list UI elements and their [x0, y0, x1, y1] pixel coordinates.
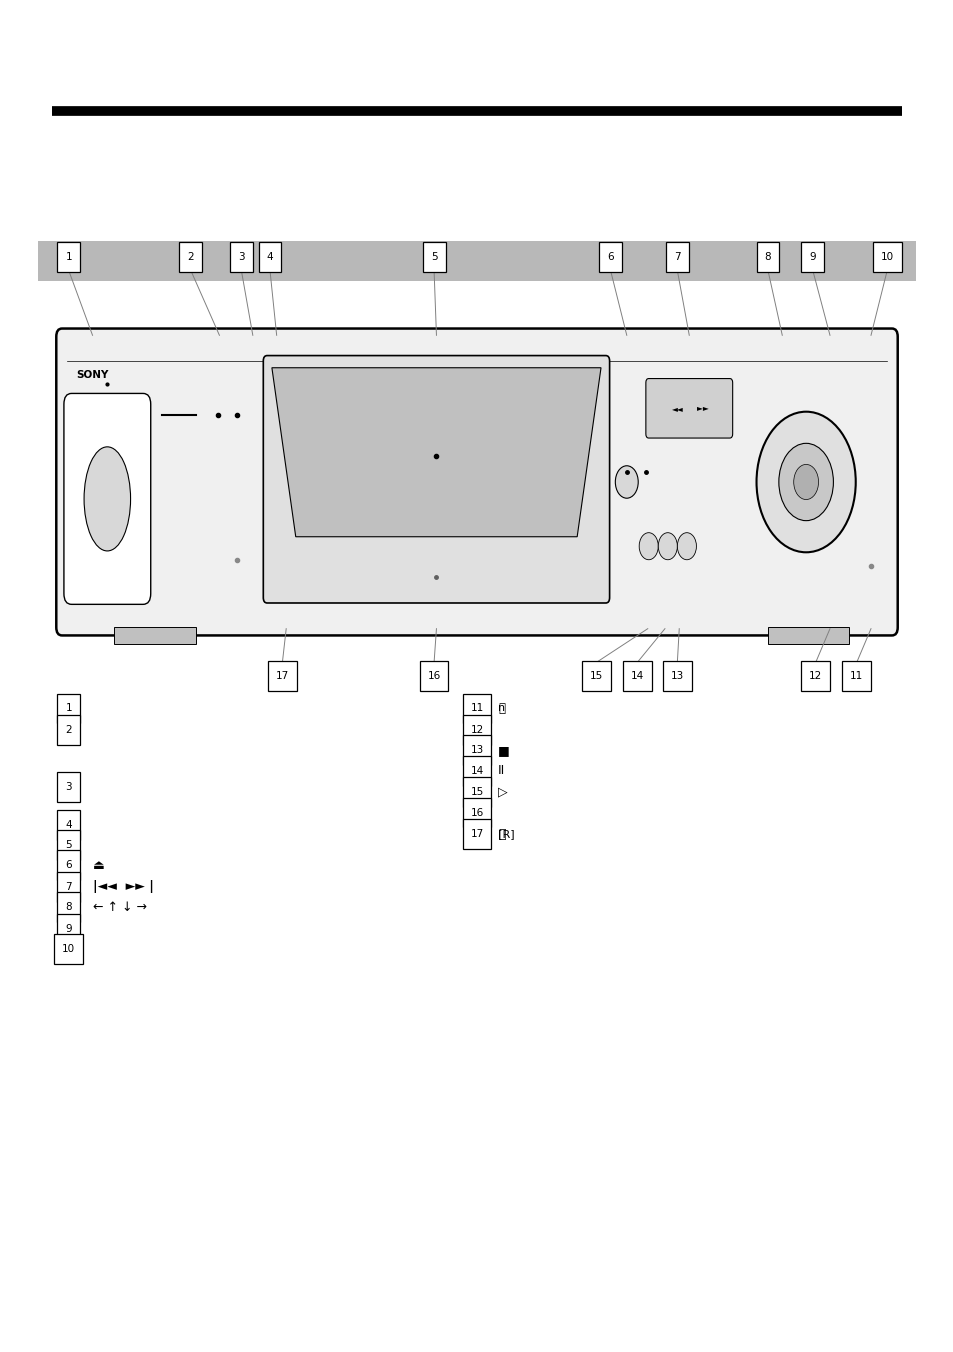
Circle shape	[658, 533, 677, 560]
Text: 12: 12	[470, 725, 483, 735]
Text: 8: 8	[764, 251, 770, 262]
FancyBboxPatch shape	[57, 772, 80, 802]
Text: 9: 9	[809, 251, 815, 262]
Bar	[114, 627, 195, 644]
FancyBboxPatch shape	[57, 694, 80, 723]
FancyBboxPatch shape	[54, 934, 83, 964]
FancyBboxPatch shape	[179, 242, 202, 272]
Text: 3: 3	[66, 781, 71, 792]
Text: II: II	[497, 764, 505, 777]
FancyBboxPatch shape	[419, 661, 448, 691]
Text: 17: 17	[470, 829, 483, 840]
Text: 1: 1	[66, 703, 71, 714]
FancyBboxPatch shape	[462, 777, 491, 807]
Text: 2: 2	[66, 725, 71, 735]
Text: Ⓡ: Ⓡ	[497, 827, 505, 841]
FancyBboxPatch shape	[462, 735, 491, 765]
Text: 16: 16	[427, 671, 440, 681]
Text: ▷: ▷	[497, 786, 507, 799]
Text: 16: 16	[470, 807, 483, 818]
FancyBboxPatch shape	[57, 850, 80, 880]
Text: 15: 15	[470, 787, 483, 798]
Text: 8: 8	[66, 902, 71, 913]
FancyBboxPatch shape	[258, 242, 281, 272]
Text: 10: 10	[62, 944, 75, 955]
Bar	[38, 241, 915, 281]
Circle shape	[793, 464, 818, 499]
Text: ►►: ►►	[697, 404, 711, 412]
FancyBboxPatch shape	[57, 872, 80, 902]
Text: |◄◄  ►► |: |◄◄ ►► |	[92, 880, 153, 894]
FancyBboxPatch shape	[268, 661, 296, 691]
Text: 13: 13	[670, 671, 683, 681]
FancyBboxPatch shape	[57, 242, 80, 272]
Text: 6: 6	[66, 860, 71, 871]
FancyBboxPatch shape	[462, 694, 491, 723]
Text: 9: 9	[66, 923, 71, 934]
Circle shape	[778, 443, 833, 521]
Text: 11: 11	[470, 703, 483, 714]
FancyBboxPatch shape	[57, 914, 80, 944]
FancyBboxPatch shape	[462, 819, 491, 849]
Bar	[767, 627, 848, 644]
FancyBboxPatch shape	[665, 242, 688, 272]
Text: 1: 1	[66, 251, 71, 262]
Text: 🎧: 🎧	[497, 702, 504, 715]
Text: 7: 7	[674, 251, 679, 262]
FancyBboxPatch shape	[462, 798, 491, 827]
Text: 14: 14	[470, 765, 483, 776]
FancyBboxPatch shape	[841, 661, 870, 691]
Text: ■: ■	[497, 744, 509, 757]
FancyBboxPatch shape	[801, 242, 823, 272]
Text: 4: 4	[66, 819, 71, 830]
Text: [R]: [R]	[497, 829, 514, 840]
Text: 5: 5	[431, 251, 436, 262]
Text: 2: 2	[188, 251, 193, 262]
FancyBboxPatch shape	[57, 892, 80, 922]
Text: 4: 4	[267, 251, 273, 262]
Circle shape	[639, 533, 658, 560]
FancyBboxPatch shape	[263, 356, 609, 603]
FancyBboxPatch shape	[872, 242, 901, 272]
FancyBboxPatch shape	[598, 242, 621, 272]
Text: 3: 3	[238, 251, 244, 262]
FancyBboxPatch shape	[462, 715, 491, 745]
Circle shape	[756, 411, 855, 552]
Circle shape	[677, 533, 696, 560]
FancyBboxPatch shape	[57, 715, 80, 745]
FancyBboxPatch shape	[645, 379, 732, 438]
FancyBboxPatch shape	[56, 329, 897, 635]
FancyBboxPatch shape	[64, 393, 151, 604]
FancyBboxPatch shape	[57, 830, 80, 860]
Text: 11: 11	[849, 671, 862, 681]
Text: n: n	[497, 703, 504, 714]
Text: 6: 6	[607, 251, 613, 262]
FancyBboxPatch shape	[801, 661, 829, 691]
FancyBboxPatch shape	[422, 242, 445, 272]
Text: 12: 12	[808, 671, 821, 681]
Text: SONY: SONY	[76, 369, 109, 380]
Text: 14: 14	[630, 671, 643, 681]
Polygon shape	[272, 368, 600, 537]
Text: 5: 5	[66, 840, 71, 850]
Text: ⏏: ⏏	[92, 859, 104, 872]
Text: 15: 15	[589, 671, 602, 681]
Text: 17: 17	[275, 671, 289, 681]
FancyBboxPatch shape	[756, 242, 779, 272]
Text: 10: 10	[880, 251, 893, 262]
FancyBboxPatch shape	[57, 810, 80, 840]
FancyBboxPatch shape	[230, 242, 253, 272]
FancyBboxPatch shape	[581, 661, 610, 691]
Text: ← ↑ ↓ →: ← ↑ ↓ →	[92, 900, 147, 914]
FancyBboxPatch shape	[462, 756, 491, 786]
FancyBboxPatch shape	[662, 661, 691, 691]
Text: 13: 13	[470, 745, 483, 756]
FancyBboxPatch shape	[622, 661, 651, 691]
Text: 7: 7	[66, 882, 71, 892]
Text: ◄◄: ◄◄	[671, 404, 683, 412]
Ellipse shape	[84, 446, 131, 552]
Circle shape	[615, 465, 638, 499]
